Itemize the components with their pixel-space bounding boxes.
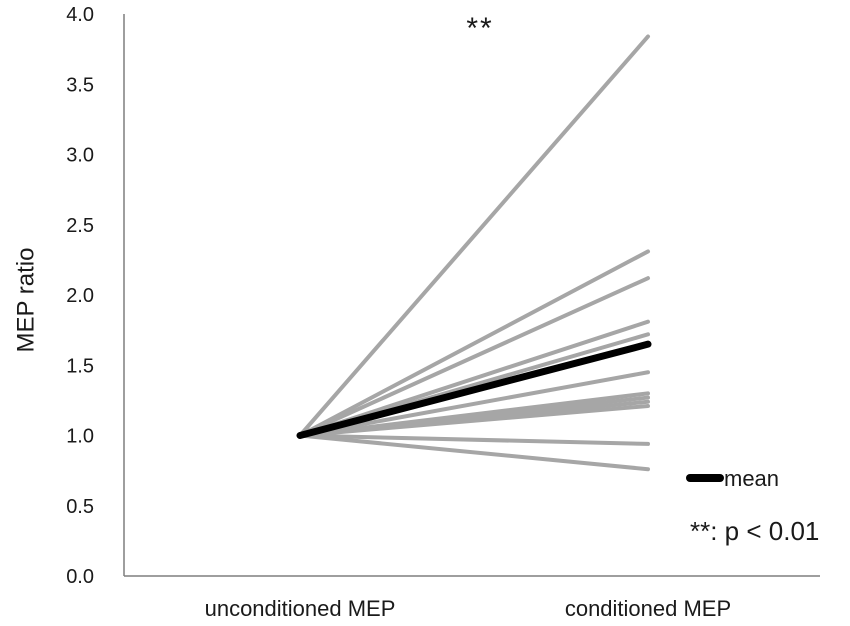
y-tick-label: 3.5 — [66, 74, 94, 96]
y-axis-title: MEP ratio — [13, 248, 40, 353]
p-value-note: **: p < 0.01 — [690, 516, 819, 546]
subject-line — [298, 249, 650, 438]
subject-line — [298, 370, 650, 438]
subject-line — [298, 276, 650, 438]
y-tick-label: 1.0 — [66, 426, 94, 448]
y-tick-label: 4.0 — [66, 4, 94, 26]
y-tick-label: 0.0 — [66, 566, 94, 588]
significance-marker: ** — [466, 12, 493, 45]
y-tick-label: 2.0 — [66, 285, 94, 307]
x-category-label: unconditioned MEP — [205, 596, 396, 621]
subject-line — [298, 433, 650, 446]
subject-line — [298, 319, 650, 438]
x-axis-categories: unconditioned MEP conditioned MEP — [205, 596, 732, 621]
y-axis-ticks: 0.0 0.5 1.0 1.5 2.0 2.5 3.0 3.5 4.0 — [66, 4, 94, 588]
subject-line — [298, 34, 650, 438]
x-category-label: conditioned MEP — [565, 596, 731, 621]
legend-label-mean: mean — [724, 466, 779, 491]
y-tick-label: 2.5 — [66, 215, 94, 237]
mean-line — [296, 340, 652, 439]
y-tick-label: 0.5 — [66, 496, 94, 518]
subject-line — [298, 433, 650, 472]
y-tick-label: 1.5 — [66, 355, 94, 377]
subject-line — [298, 403, 650, 438]
legend: mean — [686, 466, 779, 491]
series-lines — [296, 34, 652, 472]
y-tick-label: 3.0 — [66, 145, 94, 167]
